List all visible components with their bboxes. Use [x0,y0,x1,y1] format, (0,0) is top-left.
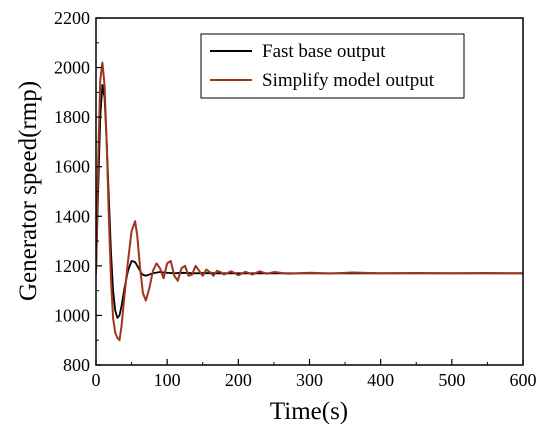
y-tick-label: 1600 [54,157,90,177]
y-tick-label: 800 [63,355,90,375]
series-line-simplify-model-output [96,61,523,342]
series-line-fast-base-output [96,84,523,319]
x-tick-label: 0 [92,370,101,390]
y-tick-label: 1000 [54,305,90,325]
y-tick-label: 1800 [54,107,90,127]
x-tick-label: 500 [438,370,465,390]
y-tick-label: 2000 [54,58,90,78]
x-tick-label: 100 [154,370,181,390]
x-axis: 0 100 200 300 400 500 600 [92,359,537,390]
legend: Fast base output Simplify model output [200,33,465,99]
y-tick-label: 1400 [54,206,90,226]
legend-box [200,33,465,99]
x-tick-label: 300 [296,370,323,390]
x-tick-label: 400 [367,370,394,390]
x-tick-label: 200 [225,370,252,390]
legend-label-fast-base-output: Fast base output [262,41,386,62]
y-tick-label: 1200 [54,256,90,276]
y-axis: 800 1000 1200 1400 1600 1800 2000 2200 [54,8,102,375]
y-tick-label: 2200 [54,8,90,28]
series-layer [96,61,523,342]
x-tick-label: 600 [510,370,537,390]
y-axis-title: Generator speed(rmp) [15,81,42,301]
legend-label-simplify-model-output: Simplify model output [262,70,435,91]
x-axis-title: Time(s) [270,398,348,425]
